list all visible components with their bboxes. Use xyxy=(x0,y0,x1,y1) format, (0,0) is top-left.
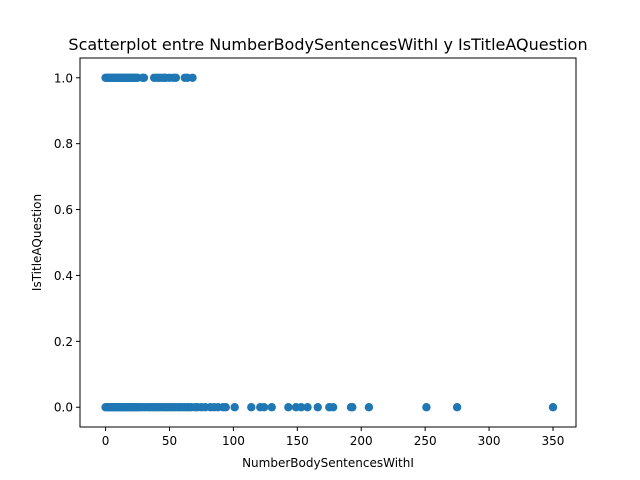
data-point xyxy=(296,403,306,412)
y-tick-label: 0.6 xyxy=(54,203,73,217)
y-tick-label: 0.8 xyxy=(54,137,73,151)
data-point xyxy=(328,403,338,412)
y-axis-label: IsTitleAQuestion xyxy=(30,194,44,291)
x-tick-label: 250 xyxy=(414,434,437,448)
data-point xyxy=(348,403,357,412)
x-axis-ticks: 0 50 100 150 200 250 300 350 xyxy=(102,427,565,448)
data-point xyxy=(303,403,312,412)
plot-area-frame xyxy=(79,57,577,428)
data-point xyxy=(139,73,149,82)
data-point xyxy=(171,73,181,82)
x-tick-label: 200 xyxy=(350,434,373,448)
y-tick-label: 0.0 xyxy=(54,401,73,415)
data-points xyxy=(101,73,558,412)
data-point xyxy=(259,403,269,412)
data-point xyxy=(267,403,276,412)
y-axis-ticks: 0.0 0.2 0.4 0.6 0.8 1.0 xyxy=(54,71,80,415)
data-point xyxy=(284,403,293,412)
chart-title: Scatterplot entre NumberBodySentencesWit… xyxy=(68,35,587,54)
y-tick-label: 1.0 xyxy=(54,71,73,85)
data-point xyxy=(313,403,322,412)
x-tick-label: 300 xyxy=(478,434,501,448)
data-point xyxy=(548,403,558,412)
data-point xyxy=(221,403,230,412)
data-point xyxy=(230,403,239,412)
y-tick-label: 0.4 xyxy=(54,269,73,283)
data-point xyxy=(188,73,197,82)
x-axis-label: NumberBodySentencesWithI xyxy=(242,456,414,470)
y-tick-label: 0.2 xyxy=(54,335,73,349)
data-point xyxy=(364,403,374,412)
data-point xyxy=(247,403,256,412)
data-point xyxy=(422,403,431,412)
x-tick-label: 350 xyxy=(542,434,565,448)
x-tick-label: 100 xyxy=(222,434,245,448)
data-point xyxy=(452,403,462,412)
x-tick-label: 50 xyxy=(162,434,177,448)
x-tick-label: 0 xyxy=(102,434,110,448)
x-tick-label: 150 xyxy=(286,434,309,448)
